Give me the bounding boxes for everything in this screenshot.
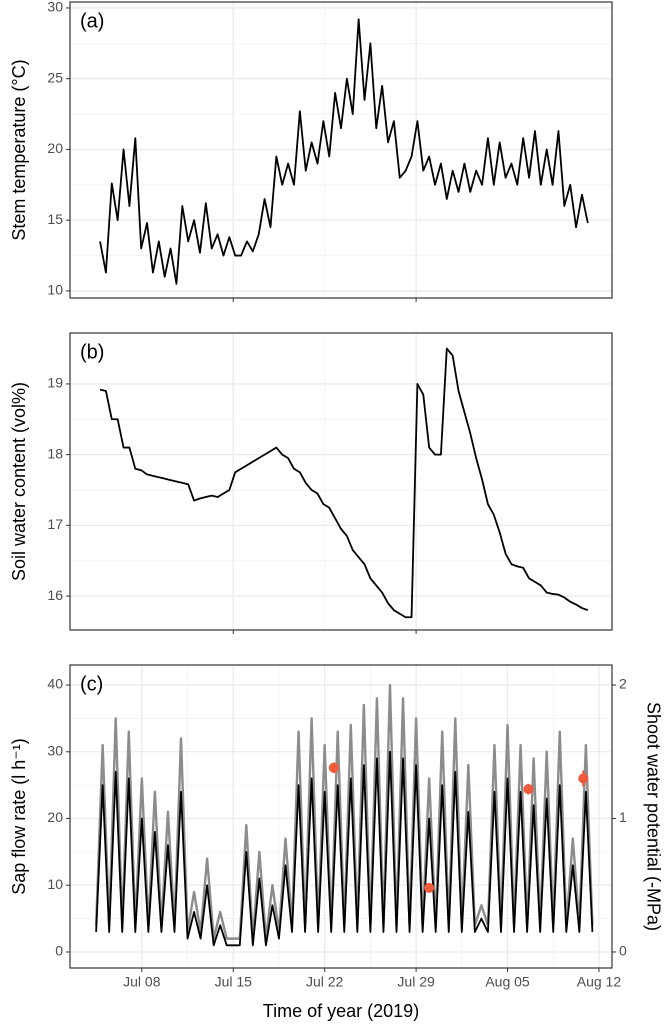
y-tick-label: 20	[47, 809, 63, 825]
data-line	[95, 750, 594, 947]
y-tick-label: 17	[47, 516, 63, 532]
y-tick-label: 0	[55, 943, 63, 959]
y-axis-title: Soil water content (vol%)	[9, 382, 29, 581]
panel-border	[69, 332, 613, 631]
panel-background	[70, 333, 612, 630]
y-tick-label: 30	[47, 0, 63, 15]
x-tick-label: Jul 08	[123, 974, 161, 990]
y2-tick-label: 0	[619, 943, 627, 959]
y-tick-label: 16	[47, 587, 63, 603]
y-tick-label: 20	[47, 140, 63, 156]
point	[424, 882, 435, 893]
point	[578, 773, 589, 784]
data-line	[99, 347, 589, 619]
x-tick-label: Jul 22	[306, 974, 344, 990]
panel-tag: (b)	[80, 341, 104, 363]
panel-border	[69, 664, 613, 969]
x-tick-label: Aug 12	[577, 974, 622, 990]
y-axis-title: Sap flow rate (l h⁻¹)	[9, 738, 29, 895]
data-line	[99, 18, 589, 285]
y2-axis-title: Shoot water potential (-MPa)	[643, 702, 663, 931]
y-tick-label: 19	[47, 375, 63, 391]
point	[523, 784, 534, 795]
x-axis-title: Time of year (2019)	[263, 1001, 419, 1021]
y-tick-label: 10	[47, 876, 63, 892]
y-tick-label: 10	[47, 282, 63, 298]
y-tick-label: 40	[47, 676, 63, 692]
point	[328, 762, 339, 773]
y-axis-title: Stem temperature (°C)	[9, 59, 29, 240]
y-tick-label: 25	[47, 69, 63, 85]
panel-border	[69, 1, 613, 299]
panel-tag: (a)	[80, 10, 104, 32]
y-tick-label: 15	[47, 211, 63, 227]
x-tick-label: Jul 15	[215, 974, 253, 990]
panel-tag: (c)	[80, 673, 103, 695]
x-tick-label: Jul 29	[397, 974, 435, 990]
y2-tick-label: 1	[619, 809, 627, 825]
y2-tick-label: 2	[619, 676, 627, 692]
y-tick-label: 30	[47, 742, 63, 758]
y-tick-label: 18	[47, 445, 63, 461]
x-tick-label: Aug 05	[485, 974, 530, 990]
